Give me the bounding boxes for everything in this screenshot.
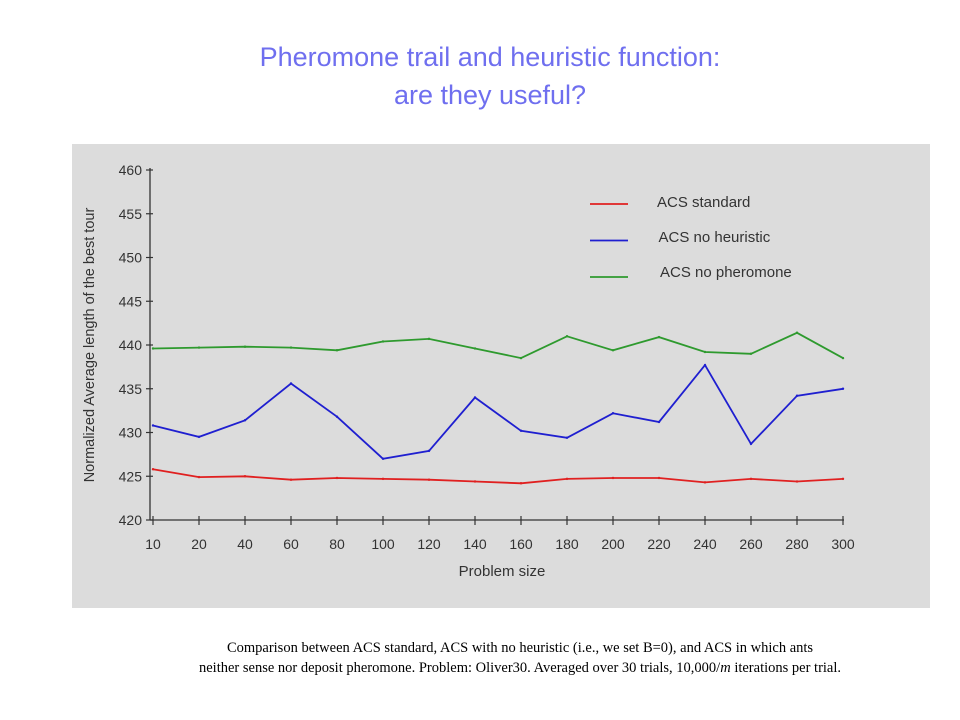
series-0-point [381, 477, 385, 481]
series-2-point [657, 335, 661, 339]
slide-title-line-1: Pheromone trail and heuristic function: [259, 42, 721, 72]
chart-series-lines [151, 331, 845, 485]
series-1-point [565, 436, 569, 439]
series-1-point [795, 394, 799, 397]
series-2-point [427, 337, 431, 341]
caption-line-1: Comparison between ACS standard, ACS wit… [226, 640, 814, 656]
legend-label-1: ACS no heuristic [659, 229, 771, 246]
series-0-point [565, 477, 569, 481]
series-0-point [289, 478, 293, 481]
series-2-point [289, 346, 293, 349]
series-2-point [841, 356, 845, 360]
series-1-point [657, 420, 661, 424]
y-tick-label: 450 [119, 250, 143, 266]
series-2-point [749, 352, 753, 355]
series-1-point [197, 435, 201, 439]
series-1-point [841, 387, 845, 390]
caption-line-2-prefix: neither sense nor deposit pheromone. Pro… [198, 660, 721, 676]
series-0-point [519, 482, 523, 485]
series-0-point [841, 477, 845, 481]
x-tick-label: 240 [693, 536, 717, 552]
series-1-point [473, 396, 477, 399]
chart-axes: 420 425 430 435 440 445 450 455 460 10 20 40 60 80 100… [82, 162, 855, 580]
x-tick-label: 120 [417, 536, 441, 552]
y-tick-label: 430 [119, 425, 143, 441]
x-tick-label: 180 [555, 536, 579, 552]
x-tick-label: 220 [647, 536, 671, 552]
x-tick-label: 10 [145, 536, 161, 552]
series-2-point [197, 346, 201, 349]
x-tick-label: 20 [191, 536, 207, 552]
series-2-point [611, 349, 615, 352]
y-axis-label: Normalized Average length of the best to… [82, 208, 98, 483]
series-2-point [151, 347, 155, 350]
x-tick-label: 140 [463, 536, 487, 552]
series-2-point [335, 349, 339, 352]
series-0-point [657, 476, 661, 480]
series-0-point [243, 475, 247, 478]
y-tick-label: 455 [119, 206, 143, 222]
series-2-point [519, 356, 523, 360]
series-1-point [749, 442, 753, 446]
series-1-point [151, 424, 155, 427]
slide-title: Pheromone trail and heuristic function: … [0, 38, 960, 114]
x-axis-label: Problem size [459, 563, 546, 580]
x-tick-label: 80 [329, 536, 345, 552]
series-line-1 [152, 363, 844, 460]
x-tick-label: 260 [739, 536, 763, 552]
series-1-point [335, 415, 339, 418]
x-tick-label: 60 [283, 536, 299, 552]
series-line-0 [152, 468, 844, 485]
caption-line-2: neither sense nor deposit pheromone. Pro… [40, 658, 960, 678]
series-2-point [381, 340, 385, 343]
legend-label-0: ACS standard [657, 194, 750, 211]
y-tick-label: 445 [119, 293, 143, 309]
series-0-point [427, 478, 431, 481]
series-2-point [243, 345, 247, 348]
series-0-point [703, 481, 707, 484]
series-2-point [795, 331, 799, 334]
series-0-point [335, 476, 339, 480]
y-tick-label: 435 [119, 381, 143, 397]
x-tick-label: 300 [831, 536, 855, 552]
chart-legend: ACS standard ACS no heuristic ACS no phero… [590, 194, 792, 281]
chart-panel: 420 425 430 435 440 445 450 455 460 10 20 40 60 80 100… [72, 144, 930, 608]
series-0-point [197, 475, 201, 479]
series-2-point [565, 335, 569, 338]
series-1-point [289, 382, 293, 385]
series-1-point [243, 419, 247, 422]
series-2-point [703, 350, 707, 354]
y-tick-label: 460 [119, 162, 143, 178]
series-line-2 [152, 331, 844, 360]
series-1-point [381, 457, 385, 460]
series-1-point [427, 449, 431, 453]
legend-label-2: ACS no pheromone [660, 264, 792, 281]
y-tick-label: 440 [119, 337, 143, 353]
line-chart: 420 425 430 435 440 445 450 455 460 10 20 40 60 80 100… [82, 162, 855, 580]
y-tick-label: 425 [119, 468, 143, 484]
caption-line-2-italic: m [720, 660, 731, 676]
series-2-point [473, 347, 477, 350]
x-tick-label: 280 [785, 536, 809, 552]
figure-caption: Comparison between ACS standard, ACS wit… [40, 638, 960, 678]
caption-line-2-suffix: iterations per trial. [730, 660, 842, 676]
series-0-point [611, 476, 615, 480]
x-tick-label: 200 [601, 536, 625, 552]
y-tick-label: 420 [119, 512, 143, 528]
series-1-point [611, 412, 615, 415]
series-1-point [703, 363, 707, 367]
series-0-point [749, 477, 753, 481]
slide-title-line-2: are they useful? [393, 80, 587, 110]
x-tick-label: 40 [237, 536, 253, 552]
x-tick-label: 100 [371, 536, 395, 552]
series-0-point [473, 480, 477, 483]
series-0-point [795, 480, 799, 483]
x-tick-label: 160 [509, 536, 533, 552]
series-1-point [519, 429, 523, 432]
series-0-point [151, 468, 155, 471]
